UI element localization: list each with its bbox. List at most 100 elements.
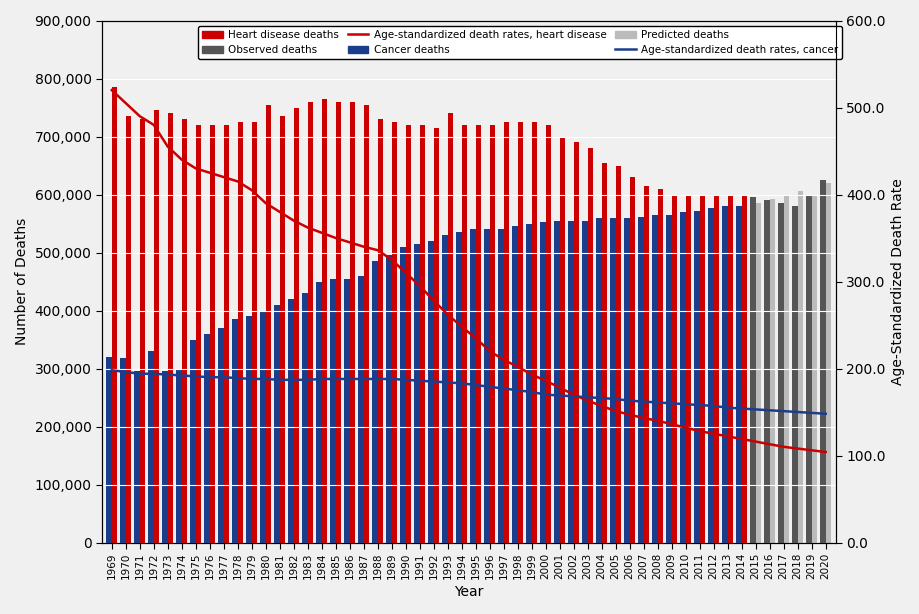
- Bar: [568, 220, 573, 543]
- Bar: [750, 198, 754, 543]
- Bar: [442, 235, 448, 543]
- Bar: [167, 114, 173, 543]
- Bar: [713, 195, 719, 543]
- Bar: [512, 227, 517, 543]
- Bar: [791, 206, 797, 543]
- Y-axis label: Age-Standardized Death Rate: Age-Standardized Death Rate: [890, 178, 904, 385]
- Bar: [126, 116, 130, 543]
- Bar: [811, 195, 816, 543]
- Bar: [210, 125, 215, 543]
- Bar: [293, 107, 299, 543]
- Bar: [358, 276, 363, 543]
- Bar: [279, 116, 285, 543]
- Bar: [391, 122, 397, 543]
- Bar: [163, 371, 167, 543]
- Bar: [554, 220, 559, 543]
- Bar: [448, 114, 452, 543]
- Bar: [615, 166, 620, 543]
- Bar: [694, 211, 699, 543]
- Bar: [601, 163, 607, 543]
- Bar: [638, 217, 643, 543]
- Bar: [735, 206, 741, 543]
- Bar: [708, 208, 713, 543]
- Bar: [741, 195, 746, 543]
- Bar: [825, 183, 830, 543]
- Bar: [414, 244, 419, 543]
- Bar: [680, 212, 685, 543]
- Bar: [498, 229, 504, 543]
- Bar: [526, 223, 531, 543]
- Bar: [330, 279, 335, 543]
- Bar: [140, 119, 145, 543]
- Bar: [274, 305, 279, 543]
- Bar: [237, 122, 243, 543]
- Bar: [405, 125, 411, 543]
- Bar: [372, 261, 378, 543]
- Bar: [322, 99, 327, 543]
- Bar: [456, 232, 461, 543]
- Bar: [475, 125, 481, 543]
- Bar: [349, 102, 355, 543]
- Bar: [223, 125, 229, 543]
- Bar: [665, 215, 671, 543]
- Bar: [769, 198, 774, 543]
- Bar: [260, 311, 266, 543]
- Bar: [204, 334, 210, 543]
- Bar: [685, 195, 690, 543]
- Bar: [378, 119, 382, 543]
- Bar: [504, 122, 508, 543]
- Bar: [596, 218, 601, 543]
- Bar: [470, 229, 475, 543]
- Bar: [153, 111, 159, 543]
- Bar: [539, 222, 545, 543]
- Bar: [531, 122, 537, 543]
- Bar: [671, 195, 676, 543]
- Bar: [363, 104, 369, 543]
- Bar: [573, 142, 578, 543]
- Bar: [657, 188, 663, 543]
- Bar: [433, 128, 438, 543]
- Bar: [797, 191, 802, 543]
- Bar: [545, 125, 550, 543]
- Bar: [624, 218, 630, 543]
- Bar: [344, 279, 349, 543]
- Bar: [218, 328, 223, 543]
- X-axis label: Year: Year: [454, 585, 482, 599]
- Bar: [582, 220, 587, 543]
- Bar: [134, 371, 140, 543]
- Bar: [120, 358, 126, 543]
- Bar: [587, 148, 593, 543]
- Bar: [610, 218, 615, 543]
- Bar: [461, 125, 467, 543]
- Bar: [643, 186, 648, 543]
- Bar: [783, 195, 789, 543]
- Bar: [266, 104, 271, 543]
- Bar: [289, 299, 293, 543]
- Bar: [764, 200, 769, 543]
- Bar: [754, 203, 760, 543]
- Bar: [699, 196, 704, 543]
- Bar: [721, 206, 727, 543]
- Legend: Heart disease deaths, Observed deaths, Age-standardized death rates, heart disea: Heart disease deaths, Observed deaths, A…: [198, 26, 841, 59]
- Bar: [308, 102, 312, 543]
- Bar: [316, 281, 322, 543]
- Bar: [246, 316, 252, 543]
- Bar: [820, 180, 825, 543]
- Bar: [777, 203, 783, 543]
- Bar: [419, 125, 425, 543]
- Bar: [489, 125, 494, 543]
- Bar: [233, 319, 237, 543]
- Bar: [190, 340, 196, 543]
- Bar: [484, 229, 489, 543]
- Bar: [727, 195, 732, 543]
- Bar: [517, 122, 523, 543]
- Bar: [400, 247, 405, 543]
- Bar: [559, 136, 564, 543]
- Y-axis label: Number of Deaths: Number of Deaths: [15, 218, 29, 345]
- Bar: [302, 293, 308, 543]
- Bar: [428, 241, 433, 543]
- Bar: [630, 177, 634, 543]
- Bar: [252, 122, 256, 543]
- Bar: [148, 351, 153, 543]
- Bar: [107, 357, 111, 543]
